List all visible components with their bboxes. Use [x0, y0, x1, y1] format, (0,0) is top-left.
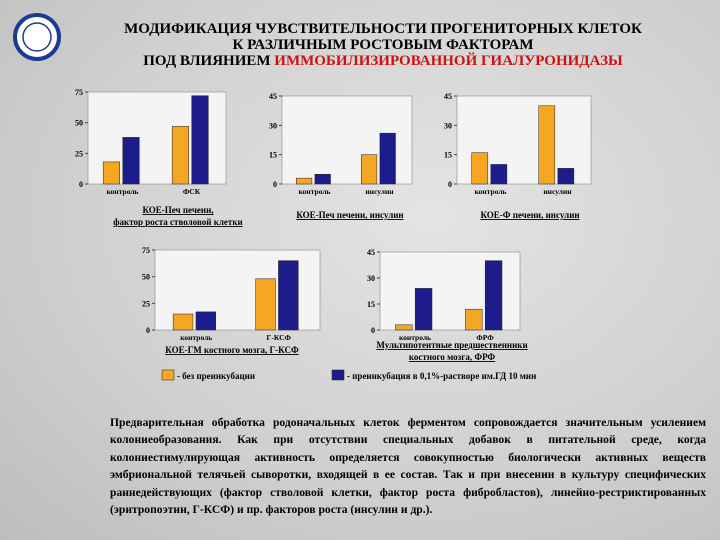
bar [465, 308, 483, 331]
y-tick-label: 0 [448, 180, 452, 189]
chart-caption: КОЕ-ГМ костного мозга, Г-КСФ [165, 345, 299, 355]
x-tick-label: контроль [298, 187, 330, 196]
chart-caption: КОЕ-Печ печени, [142, 205, 213, 215]
bar [471, 152, 489, 185]
y-tick-label: 75 [75, 88, 83, 97]
x-tick-label: контроль [474, 187, 506, 196]
y-tick-label: 0 [273, 180, 277, 189]
y-tick-label: 25 [142, 299, 150, 308]
title-line: МОДИФИКАЦИЯ ЧУВСТВИТЕЛЬНОСТИ ПРОГЕНИТОРН… [124, 21, 642, 37]
chart-caption: фактор роста стволовой клетки [113, 217, 242, 227]
bar [102, 161, 120, 185]
bar [296, 177, 313, 185]
legend-label: - без преинкубации [177, 371, 255, 381]
x-tick-label: контроль [399, 333, 431, 342]
x-tick-label: инсулин [365, 187, 394, 196]
title-part: ПОД ВЛИЯНИЕМ [143, 53, 270, 69]
y-tick-label: 0 [146, 326, 150, 335]
chart-caption: КОЕ-Ф печени, инсулин [480, 210, 579, 220]
bar [361, 154, 378, 185]
title-part: ИММОБИЛИЗИРОВАННОЙ ГИАЛУРОНИДАЗЫ [274, 52, 623, 69]
bar [414, 288, 433, 331]
y-tick-label: 0 [371, 326, 375, 335]
bar [122, 137, 140, 185]
legend-swatch [161, 369, 175, 381]
bar [191, 95, 209, 185]
y-tick-label: 30 [269, 121, 277, 130]
y-tick-label: 0 [79, 180, 83, 189]
bar [255, 278, 276, 331]
y-tick-label: 25 [75, 149, 83, 158]
y-tick-label: 45 [269, 92, 277, 101]
y-tick-label: 45 [367, 248, 375, 257]
chart-caption: Мультипотентные предшественники [376, 340, 527, 350]
x-tick-label: Г-КСФ [267, 333, 292, 342]
bar [278, 260, 299, 331]
title-line: ПОД ВЛИЯНИЕМ ИММОБИЛИЗИРОВАННОЙ ГИАЛУРОН… [143, 52, 623, 69]
y-tick-label: 15 [269, 151, 277, 160]
bar [490, 164, 508, 185]
chart-caption: КОЕ-Печ печени, инсулин [296, 210, 403, 220]
title-line: К РАЗЛИЧНЫМ РОСТОВЫМ ФАКТОРАМ [233, 37, 534, 53]
bar [172, 313, 194, 331]
x-tick-label: контроль [180, 333, 212, 342]
legend-label: - преинкубация в 0,1%-растворе им.ГД 10 … [347, 371, 536, 381]
bar [171, 126, 189, 185]
y-tick-label: 15 [444, 151, 452, 160]
bar [557, 168, 575, 185]
y-tick-label: 75 [142, 246, 150, 255]
y-tick-label: 30 [444, 121, 452, 130]
bar [314, 173, 331, 185]
x-tick-label: инсулин [543, 187, 572, 196]
y-tick-label: 30 [367, 274, 375, 283]
bar [395, 324, 413, 331]
y-tick-label: 50 [75, 119, 83, 128]
y-tick-label: 45 [444, 92, 452, 101]
x-tick-label: ФСК [183, 187, 201, 196]
y-tick-label: 15 [367, 300, 375, 309]
bar [195, 311, 216, 331]
paragraph: Предварительная обработка родоначальных … [110, 416, 706, 517]
y-tick-label: 50 [142, 273, 150, 282]
bar [379, 132, 396, 185]
legend-swatch [331, 369, 345, 381]
x-tick-label: ФРФ [476, 333, 494, 342]
logo [13, 13, 61, 61]
bar [484, 260, 503, 331]
chart-caption: костного мозга, ФРФ [409, 352, 496, 362]
bar [538, 105, 556, 185]
x-tick-label: контроль [106, 187, 138, 196]
